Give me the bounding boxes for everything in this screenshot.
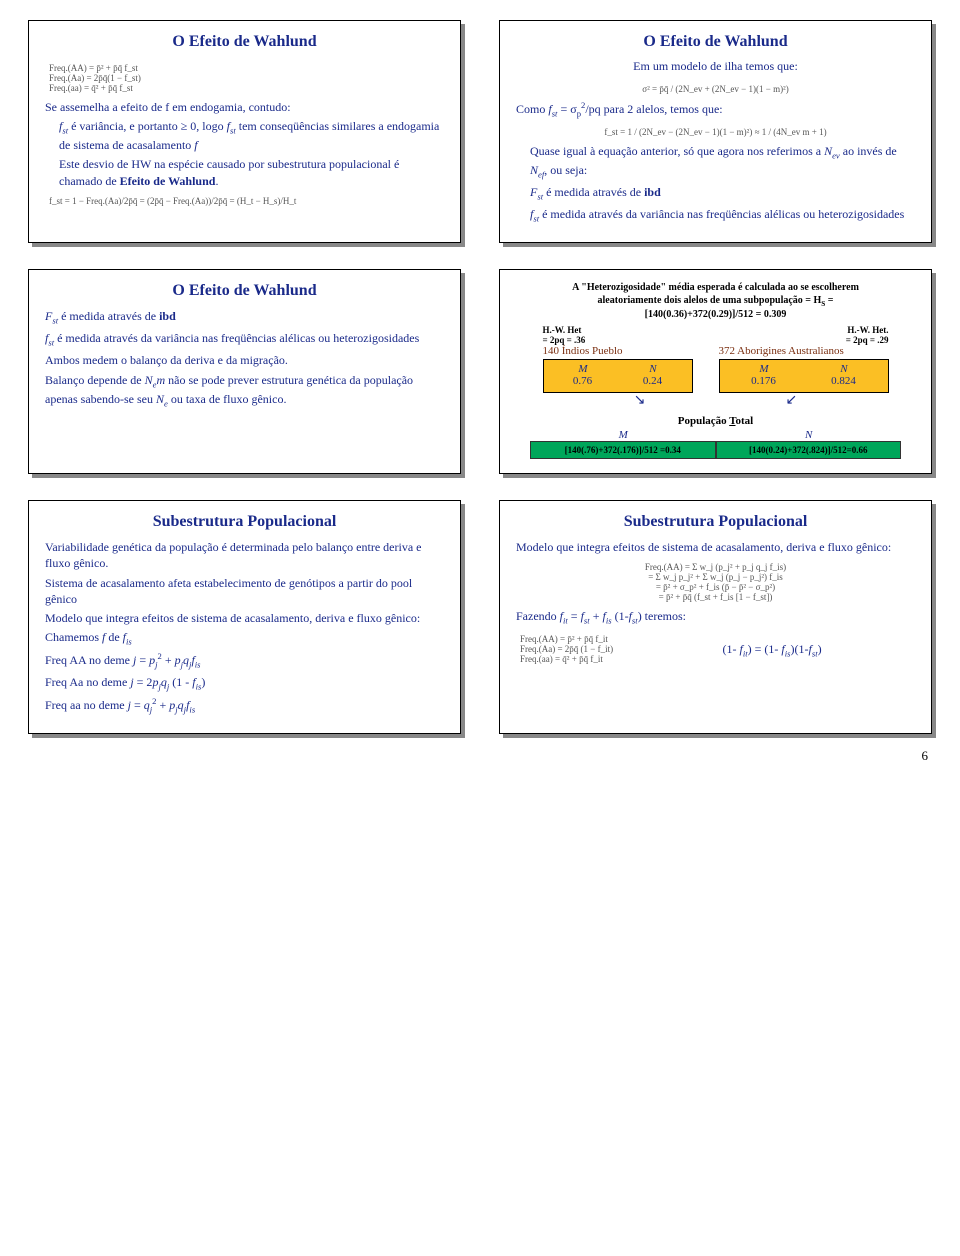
text-line: fst é medida através da variância nas fr… xyxy=(516,206,915,225)
arrow-down-icon: ↘ xyxy=(634,392,646,409)
text-line: [140(0.36)+372(0.29)]/512 = 0.309 xyxy=(645,309,787,320)
panel-body: Variabilidade genética da população é de… xyxy=(45,539,444,716)
panel-wahlund-1: O Efeito de Wahlund Freq.(AA) = p̄² + p̄… xyxy=(28,20,461,243)
panel-subtitle: Em um modelo de ilha temos que: xyxy=(516,59,915,74)
right-equation: (1- fit) = (1- fis)(1-fst) xyxy=(723,641,916,660)
text-line: Chamemos f de fis xyxy=(45,629,444,648)
panel-body: Fazendo fit = fst + fis (1-fst) teremos: xyxy=(516,608,915,627)
hw-label: H.-W. Het. xyxy=(719,325,889,335)
pop-box-left: M N 0.76 0.24 xyxy=(543,359,693,393)
text-line: Freq Aa no deme j = 2pjqj (1 - fis) xyxy=(45,674,444,693)
pop-name-left: 140 Índios Pueblo xyxy=(543,345,693,357)
panel-body: Se assemelha a efeito de f em endogamia,… xyxy=(45,99,444,189)
col-m: M xyxy=(759,363,768,375)
text-line: aleatoriamente dois alelos de uma subpop… xyxy=(598,295,834,306)
panel-substructure-1: Subestrutura Populacional Variabilidade … xyxy=(28,500,461,734)
page-number: 6 xyxy=(28,748,932,764)
pop-col-left: H.-W. Het = 2pq = .36 140 Índios Pueblo … xyxy=(543,325,693,393)
pop-name-right: 372 Aborigines Australianos xyxy=(719,345,889,357)
panel-wahlund-2: O Efeito de Wahlund Em um modelo de ilha… xyxy=(499,20,932,243)
arrow-down-icon: ↙ xyxy=(786,392,798,409)
tot-right: [140(0.24)+372(.824)]/512=0.66 xyxy=(716,441,902,459)
text-line: Freq AA no deme j = pj2 + pjqjfis xyxy=(45,651,444,671)
panel-substructure-2: Subestrutura Populacional Modelo que int… xyxy=(499,500,932,734)
hw-value: = 2pq = .29 xyxy=(719,335,889,345)
panel-body: Como fst = σp2/pq para 2 alelos, temos q… xyxy=(516,100,915,120)
text-line: Freq aa no deme j = qj2 + pjqjfis xyxy=(45,696,444,716)
text-line: Modelo que integra efeitos de sistema de… xyxy=(45,610,444,626)
col-n: N xyxy=(649,363,656,375)
tot-left: [140(.76)+372(.176)]/512 =0.34 xyxy=(530,441,716,459)
formula-block: σ² = p̄q̄ / (2N_ev + (2N_ev − 1)(1 − m)²… xyxy=(516,80,915,100)
col-n: N xyxy=(805,429,812,441)
panel-body: Modelo que integra efeitos de sistema de… xyxy=(516,539,915,555)
text-line: Variabilidade genética da população é de… xyxy=(45,539,444,571)
col-m: M xyxy=(619,429,628,441)
arrows: ↘↙ xyxy=(516,392,915,409)
formula-block: Freq.(AA) = p̄² + p̄q̄ f_it Freq.(Aa) = … xyxy=(516,630,713,670)
text-line: Fst é medida através de ibd xyxy=(45,308,444,327)
val-m: 0.176 xyxy=(751,375,776,387)
text-line: A "Heterozigosidade" média esperada é ca… xyxy=(572,282,859,293)
pop-total-label: População Total xyxy=(516,415,915,427)
text-line: Modelo que integra efeitos de sistema de… xyxy=(516,539,915,555)
formula-block: Freq.(AA) = Σ w_j (p_j² + p_j q_j f_is) … xyxy=(516,558,915,608)
text-line: Fst é medida através de ibd xyxy=(516,184,915,203)
slide-grid: O Efeito de Wahlund Freq.(AA) = p̄² + p̄… xyxy=(28,20,932,734)
panel-body: Quase igual à equação anterior, só que a… xyxy=(516,143,915,225)
text-line: fst é variância, e portanto ≥ 0, logo fs… xyxy=(45,118,444,153)
panel-title: O Efeito de Wahlund xyxy=(45,33,444,51)
col-m: M xyxy=(578,363,587,375)
text-line: fst é medida através da variância nas fr… xyxy=(45,330,444,349)
panel-title: O Efeito de Wahlund xyxy=(45,282,444,300)
het-title: A "Heterozigosidade" média esperada é ca… xyxy=(516,282,915,321)
panel-body: Fst é medida através de ibd fst é medida… xyxy=(45,308,444,409)
pop-col-right: H.-W. Het. = 2pq = .29 372 Aborigines Au… xyxy=(719,325,889,393)
pop-total-box: M N [140(.76)+372(.176)]/512 =0.34 [140(0… xyxy=(530,429,901,459)
text-line: Fazendo fit = fst + fis (1-fst) teremos: xyxy=(516,608,915,627)
text-line: Sistema de acasalamento afeta estabeleci… xyxy=(45,575,444,607)
text-line: Se assemelha a efeito de f em endogamia,… xyxy=(45,99,444,115)
text-line: Este desvio de HW na espécie causado por… xyxy=(45,156,444,188)
panel-title: Subestrutura Populacional xyxy=(45,513,444,531)
text-line: Balanço depende de Nem não se pode preve… xyxy=(45,372,444,410)
panel-title: Subestrutura Populacional xyxy=(516,513,915,531)
panel-heterozygosity: A "Heterozigosidade" média esperada é ca… xyxy=(499,269,932,474)
hw-label: H.-W. Het xyxy=(543,325,693,335)
formula-block: f_st = 1 − Freq.(Aa)/2p̄q̄ = (2p̄q̄ − Fr… xyxy=(45,192,444,212)
val-n: 0.824 xyxy=(831,375,856,387)
text-line: Ambos medem o balanço da deriva e da mig… xyxy=(45,352,444,368)
pop-row: H.-W. Het = 2pq = .36 140 Índios Pueblo … xyxy=(516,325,915,393)
col-n: N xyxy=(840,363,847,375)
formula-block: Freq.(AA) = p̄² + p̄q̄ f_st Freq.(Aa) = … xyxy=(45,59,444,99)
text-line: Como fst = σp2/pq para 2 alelos, temos q… xyxy=(516,100,915,120)
hw-value: = 2pq = .36 xyxy=(543,335,693,345)
panel-wahlund-3: O Efeito de Wahlund Fst é medida através… xyxy=(28,269,461,474)
formula-block: f_st = 1 / (2N_ev − (2N_ev − 1)(1 − m)²)… xyxy=(516,123,915,143)
panel-title: O Efeito de Wahlund xyxy=(516,33,915,51)
val-m: 0.76 xyxy=(573,375,592,387)
val-n: 0.24 xyxy=(643,375,662,387)
pop-box-right: M N 0.176 0.824 xyxy=(719,359,889,393)
text-line: Quase igual à equação anterior, só que a… xyxy=(516,143,915,181)
